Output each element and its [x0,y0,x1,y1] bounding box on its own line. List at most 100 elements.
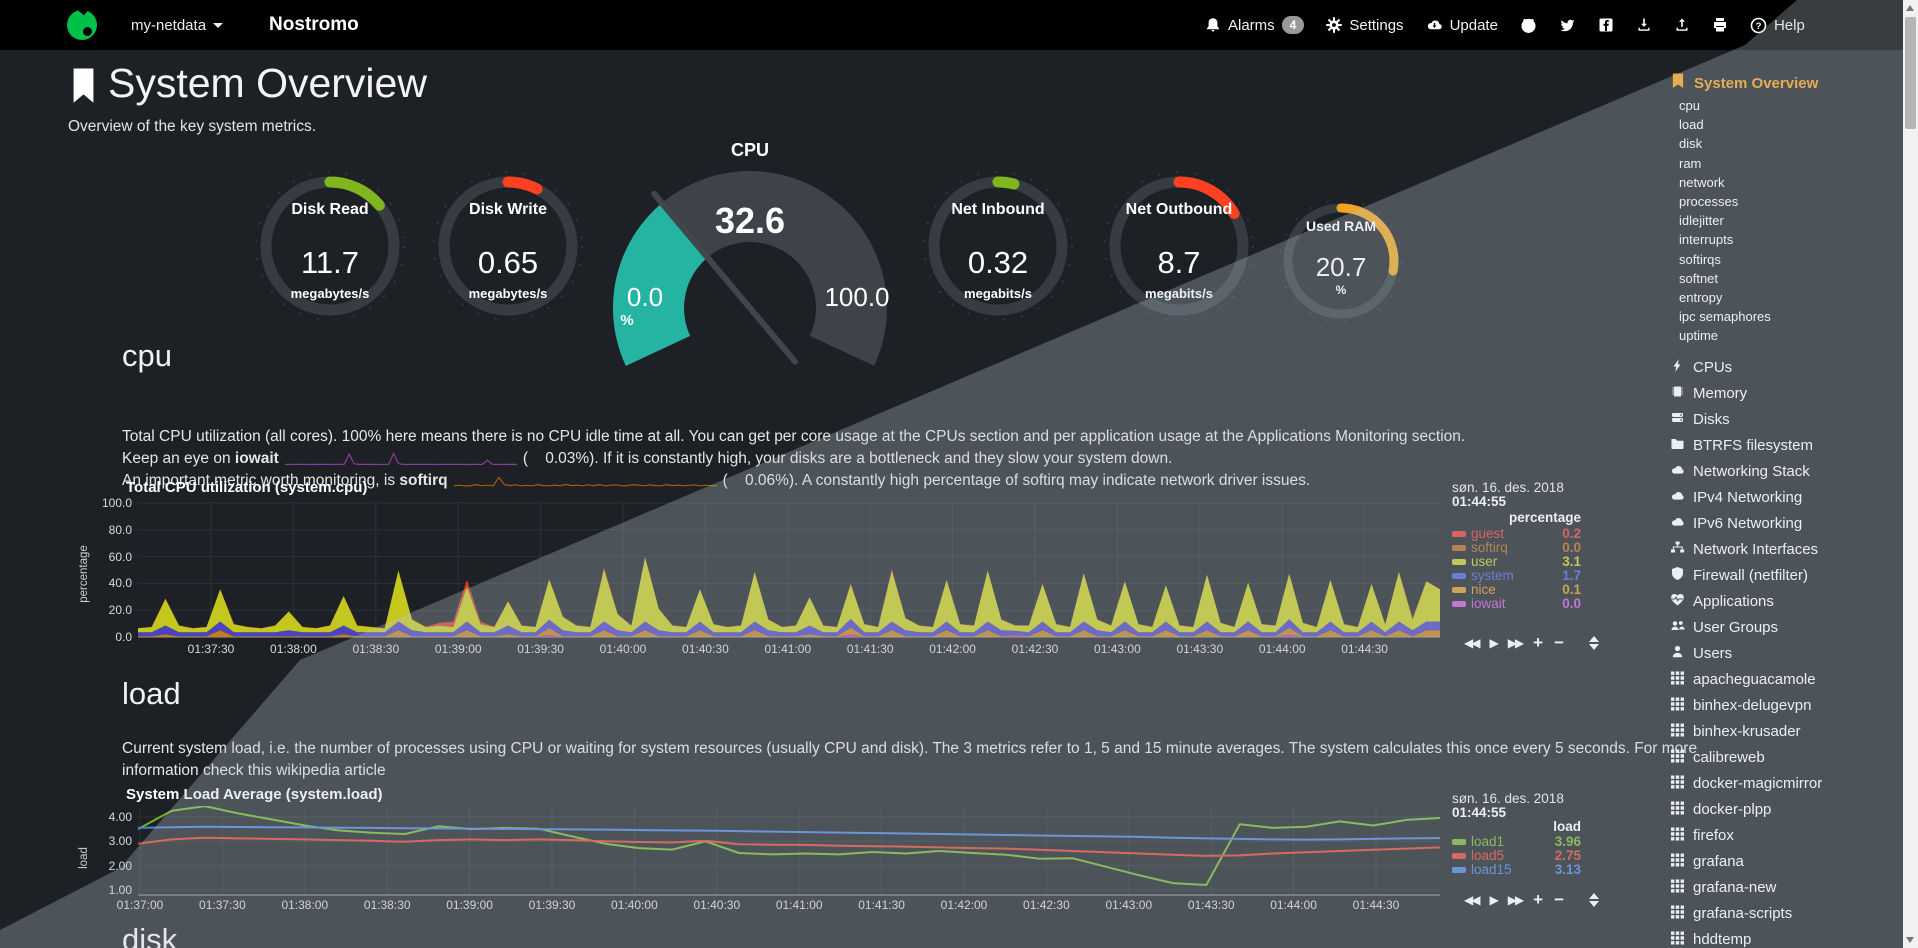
legend-name: load15 [1471,861,1512,877]
scrollbar-thumb[interactable] [1905,17,1916,129]
sidebar-subitem-load[interactable]: load [1679,117,1704,133]
resize-handle[interactable] [1589,636,1600,650]
page-scrollbar[interactable] [1903,0,1918,948]
gauge-label: Net Outbound [1125,201,1233,218]
grid-icon [1670,696,1685,715]
sidebar-item-apacheguacamole[interactable]: apacheguacamole [1670,670,1816,689]
sidebar-item-grafana-new[interactable]: grafana-new [1670,878,1776,897]
sidebar-item-system-overview[interactable]: System Overview [1671,73,1818,93]
x-tick-label: 01:39:30 [528,898,576,912]
gauge-used-ram[interactable]: Used RAM 20.7% [1274,194,1408,328]
zoom-in-button[interactable]: + [1533,890,1544,909]
twitter-button[interactable] [1559,17,1576,34]
sidebar-item-grafana[interactable]: grafana [1670,852,1744,871]
sidebar-subitem-softirqs[interactable]: softirqs [1679,251,1721,267]
fast-forward-button[interactable]: ▶▶ [1507,893,1525,907]
sidebar-item-user-groups[interactable]: User Groups [1670,618,1778,637]
sidebar-subitem-network[interactable]: network [1679,174,1725,190]
sidebar-item-calibreweb[interactable]: calibreweb [1670,748,1765,767]
sidebar-item-grafana-scripts[interactable]: grafana-scripts [1670,904,1792,923]
zoom-out-button[interactable]: − [1554,633,1565,652]
sidebar-active-label: System Overview [1694,74,1819,92]
sidebar-item-docker-magicmirror[interactable]: docker-magicmirror [1670,774,1822,793]
sidebar-item-label: grafana [1693,853,1744,870]
legend-row-iowait[interactable]: iowait 0.0 [1452,595,1581,611]
sidebar-subitem-ram[interactable]: ram [1679,155,1702,171]
print-button[interactable] [1712,17,1728,33]
gauge-disk-read[interactable]: Disk Read 11.7 megabytes/s [250,166,410,326]
facebook-button[interactable] [1598,17,1614,33]
zoom-out-button[interactable]: − [1554,890,1565,909]
sidebar-item-binhex-delugevpn[interactable]: binhex-delugevpn [1670,696,1811,715]
sidebar-subitem-idlejitter[interactable]: idlejitter [1679,213,1724,229]
github-icon [1520,17,1537,34]
legend-row-load15[interactable]: load15 3.13 [1452,861,1581,877]
zoom-in-button[interactable]: + [1533,633,1544,652]
sidebar-subitem-softnet[interactable]: softnet [1679,270,1719,286]
legend-row-nice[interactable]: nice 0.1 [1452,582,1581,597]
sidebar-item-network-interfaces[interactable]: Network Interfaces [1670,540,1818,559]
sidebar-subitem-entropy[interactable]: entropy [1679,290,1723,305]
download-icon [1636,17,1652,33]
sidebar-item-users[interactable]: Users [1670,644,1732,663]
scrollbar-up-arrow-icon[interactable] [1906,5,1914,11]
sidebar-item-label: Network Interfaces [1693,541,1819,558]
gauge-unit: megabytes/s [468,286,548,301]
hostname-dropdown[interactable]: my-netdata [131,17,224,34]
sidebar-item-binhex-krusader[interactable]: binhex-krusader [1670,722,1801,741]
legend-value: 2.75 [1554,847,1581,863]
sidebar-item-hddtemp[interactable]: hddtemp [1670,930,1751,948]
grid-icon [1670,748,1685,767]
sidebar-item-memory[interactable]: Memory [1670,384,1747,403]
update-button[interactable]: Update [1426,17,1498,34]
settings-button[interactable]: Settings [1326,16,1404,34]
resize-handle[interactable] [1589,893,1600,907]
sidebar-item-disks[interactable]: Disks [1670,410,1730,429]
gauge-net-inbound[interactable]: Net Inbound 0.32 megabits/s [918,166,1078,326]
legend-value: 0.0 [1562,595,1581,611]
download-button[interactable] [1636,17,1652,33]
sidebar-subitem-uptime[interactable]: uptime [1679,328,1719,344]
fast-forward-button[interactable]: ▶▶ [1507,636,1525,650]
sidebar-item-docker-plpp[interactable]: docker-plpp [1670,800,1771,819]
sidebar-item-firewall-netfilter-[interactable]: Firewall (netfilter) [1670,566,1808,585]
play-button[interactable]: ▶ [1489,893,1498,907]
alarms-button[interactable]: Alarms 4 [1205,16,1305,34]
sidebar-item-btrfs-filesystem[interactable]: BTRFS filesystem [1670,436,1813,455]
github-button[interactable] [1520,17,1537,34]
sidebar-item-cpus[interactable]: CPUs [1670,358,1732,377]
settings-label: Settings [1349,16,1404,34]
sidebar-item-ipv6-networking[interactable]: IPv6 Networking [1670,514,1802,533]
scrollbar-down-arrow-icon[interactable] [1906,937,1914,943]
chart-toolbar: ◀◀ ▶ ▶▶ + − [1464,633,1600,652]
legend-row-softirq[interactable]: softirq 0.0 [1452,540,1581,555]
legend-row-user[interactable]: user 3.1 [1452,554,1581,569]
gauge-disk-write[interactable]: Disk Write 0.65 megabytes/s [428,166,588,326]
legend-row-load1[interactable]: load1 3.96 [1452,834,1581,849]
legend-date: søn. 16. des. 2018 [1452,791,1564,806]
sidebar-item-applications[interactable]: Applications [1670,592,1774,611]
sidebar-item-label: Firewall (netfilter) [1693,567,1809,584]
legend-value: 3.13 [1554,861,1581,877]
play-button[interactable]: ▶ [1489,636,1498,650]
legend-row-system[interactable]: system 1.7 [1452,568,1581,583]
legend-row-guest[interactable]: guest 0.2 [1452,526,1581,541]
sidebar-subitem-ipc-semaphores[interactable]: ipc semaphores [1679,309,1771,325]
sidebar-subitem-cpu[interactable]: cpu [1679,98,1700,113]
legend-row-load5[interactable]: load5 2.75 [1452,847,1581,863]
sidebar-item-ipv4-networking[interactable]: IPv4 Networking [1670,488,1802,507]
sidebar-item-firefox[interactable]: firefox [1670,826,1734,845]
x-tick-label: 01:42:30 [1023,898,1070,912]
sidebar-subitem-disk[interactable]: disk [1679,136,1703,152]
sidebar-subitem-interrupts[interactable]: interrupts [1679,232,1734,248]
sidebar-item-networking-stack[interactable]: Networking Stack [1670,462,1810,481]
rewind-button[interactable]: ◀◀ [1464,636,1481,650]
gauge-net-outbound[interactable]: Net Outbound 8.7 megabits/s [1099,166,1259,326]
upload-button[interactable] [1674,17,1690,33]
help-button[interactable]: ? Help [1750,17,1805,34]
rewind-button[interactable]: ◀◀ [1464,893,1481,907]
netdata-logo-icon[interactable] [67,10,97,40]
x-tick-label: 01:41:30 [858,898,905,912]
sidebar-subitem-processes[interactable]: processes [1679,194,1739,209]
sidebar-item-label: User Groups [1693,619,1779,636]
